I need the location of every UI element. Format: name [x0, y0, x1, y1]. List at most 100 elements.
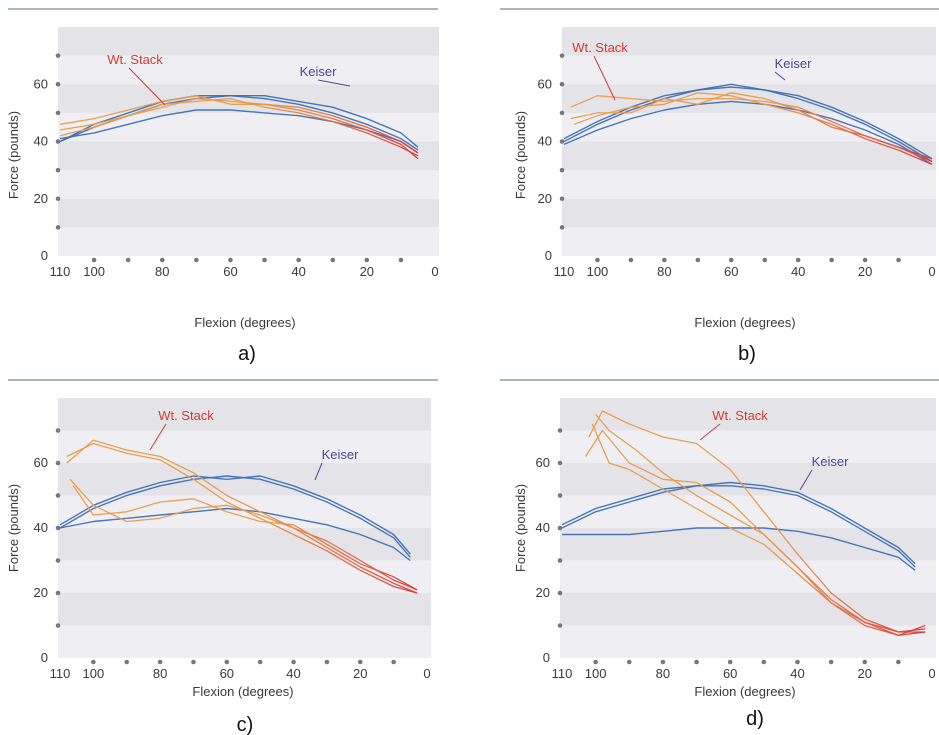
x-tick-label: 80: [153, 666, 167, 681]
x-tick-label: 110: [554, 264, 575, 279]
grid-band: [562, 27, 936, 56]
keiser-annotation: Keiser: [775, 56, 813, 71]
grid-band: [58, 625, 431, 658]
x-tick-label: 80: [656, 666, 670, 681]
keiser-series-line: [561, 481, 916, 565]
grid-band: [562, 141, 936, 171]
x-tick-mark: [728, 257, 734, 263]
x-tick-label: 0: [928, 264, 935, 279]
x-tick-label: 60: [223, 264, 237, 279]
x-tick-label: 0: [928, 666, 935, 681]
y-tick-mark: [55, 428, 61, 433]
wt-stack-series-line: [591, 423, 926, 633]
y-tick-mark: [55, 139, 61, 144]
x-tick-label: 0: [431, 264, 438, 279]
y-tick-mark: [55, 110, 61, 116]
background-bands: [58, 398, 431, 658]
chart-panel-a: 0 20 40 60 110 100 80 60 40 20 0 Force (pounds) Flex…: [6, 8, 439, 365]
x-tick-label: 60: [723, 666, 737, 681]
x-tick-label: 20: [858, 264, 872, 279]
y-tick-mark: [55, 493, 61, 498]
grid-band: [58, 141, 439, 171]
grid-band: [58, 84, 439, 113]
keiser-annotation: Keiser: [812, 454, 850, 469]
x-tick-label: 100: [83, 264, 105, 279]
grid-band: [58, 27, 439, 56]
background-bands: [58, 27, 439, 256]
y-tick-label: 20: [34, 191, 48, 206]
keiser-annotation: Keiser: [300, 64, 338, 79]
grid-band: [58, 198, 439, 228]
background-bands: [560, 398, 936, 658]
wt-stack-series-line: [570, 92, 933, 160]
wt-stack-series-line: [72, 485, 418, 591]
y-axis-label: Force (pounds): [513, 484, 528, 572]
x-tick-label: 100: [585, 666, 607, 681]
x-tick-mark: [125, 257, 131, 263]
x-tick-label: 80: [155, 264, 169, 279]
x-tick-label: 0: [423, 666, 430, 681]
series-lines: [59, 439, 418, 594]
grid-band: [560, 593, 936, 626]
x-tick-mark: [159, 257, 165, 263]
x-tick-label: 20: [353, 666, 367, 681]
y-tick-mark: [559, 139, 565, 144]
y-tick-label: 0: [543, 650, 550, 665]
y-tick-mark: [55, 81, 61, 87]
grid-band: [560, 463, 936, 496]
panel-label: b): [738, 343, 756, 365]
x-tick-mark: [364, 257, 370, 263]
grid-band: [58, 170, 439, 199]
chart-panel-c: 0 20 40 60 110 100 80 60 40 20 0 Force (pounds) Flex…: [6, 379, 438, 735]
x-tick-mark: [896, 257, 901, 263]
y-tick-label: 20: [538, 191, 552, 206]
grid-band: [58, 398, 431, 431]
grid-band: [560, 430, 936, 463]
y-tick-label: 60: [538, 76, 552, 91]
x-tick-label: 60: [220, 666, 234, 681]
wt-stack-annotation: Wt. Stack: [107, 52, 163, 67]
y-axis-label: Force (pounds): [6, 484, 21, 572]
x-tick-mark: [862, 257, 868, 263]
keiser-leader-line: [314, 462, 323, 481]
grid-band: [560, 560, 936, 593]
y-tick-mark: [559, 167, 565, 173]
grid-band: [560, 625, 936, 658]
y-tick-mark: [55, 558, 61, 563]
grid-band: [58, 430, 431, 463]
x-tick-mark: [391, 659, 396, 665]
x-tick-mark: [595, 257, 600, 263]
wt-stack-series-line: [595, 413, 926, 636]
y-tick-mark: [557, 428, 563, 433]
panel-label: a): [238, 343, 256, 365]
y-tick-label: 60: [536, 455, 550, 470]
keiser-series-line: [59, 95, 419, 151]
x-axis-label: Flexion (degrees): [192, 684, 293, 699]
x-tick-mark: [330, 257, 336, 263]
y-tick-mark: [55, 460, 61, 466]
x-tick-mark: [662, 257, 667, 263]
y-tick-label: 40: [538, 134, 552, 149]
x-tick-mark: [124, 659, 130, 665]
panel-label: c): [237, 714, 254, 735]
x-tick-mark: [224, 659, 230, 665]
x-tick-label: 20: [857, 666, 871, 681]
x-tick-mark: [91, 659, 96, 665]
keiser-leader-line: [317, 79, 351, 87]
x-tick-mark: [896, 659, 901, 665]
x-tick-mark: [762, 257, 768, 263]
y-tick-mark: [55, 167, 61, 173]
x-tick-label: 110: [50, 264, 71, 279]
grid-band: [58, 227, 439, 256]
x-tick-mark: [398, 257, 404, 263]
x-tick-mark: [257, 659, 263, 665]
y-axis-label: Force (pounds): [6, 111, 21, 199]
grid-band: [560, 495, 936, 528]
y-tick-label: 0: [41, 650, 48, 665]
grid-band: [562, 112, 936, 142]
x-axis-label: Flexion (degrees): [694, 315, 795, 330]
x-tick-mark: [593, 659, 598, 665]
x-tick-label: 80: [657, 264, 671, 279]
y-tick-label: 0: [41, 248, 48, 263]
